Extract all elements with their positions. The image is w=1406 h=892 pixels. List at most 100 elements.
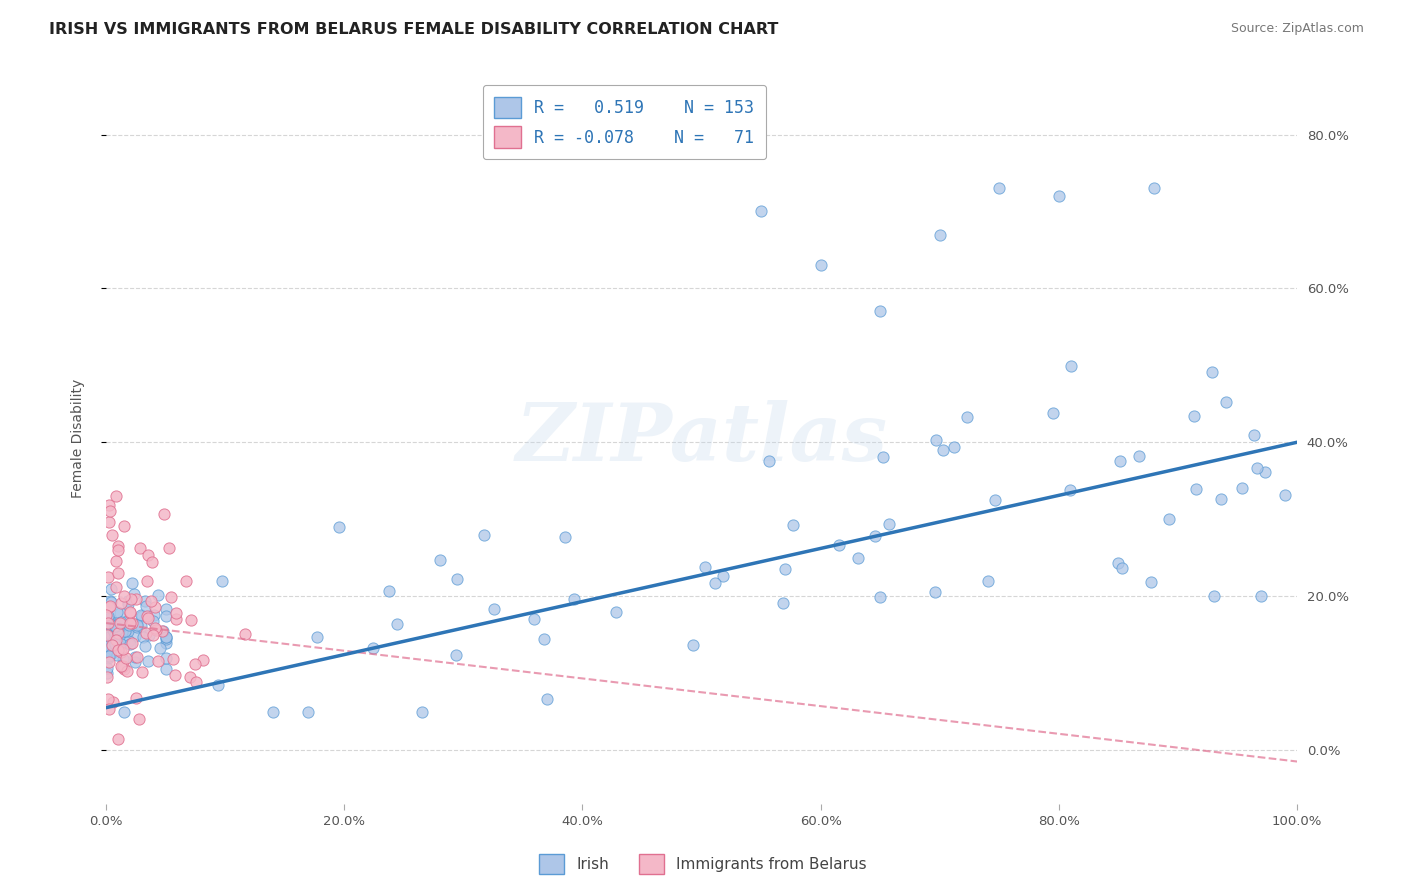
Point	[977, 574, 1000, 588]
Point	[191, 653, 214, 667]
Point	[98, 593, 121, 607]
Point	[165, 667, 187, 681]
Point	[142, 614, 165, 628]
Point	[385, 616, 408, 631]
Point	[98, 614, 121, 628]
Point	[1128, 449, 1150, 463]
Point	[100, 646, 122, 660]
Point	[118, 618, 141, 632]
Point	[1108, 454, 1130, 468]
Point	[100, 648, 122, 662]
Point	[1232, 481, 1254, 495]
Point	[150, 624, 173, 638]
Point	[121, 576, 143, 591]
Point	[846, 551, 869, 566]
Point	[105, 623, 128, 637]
Point	[104, 619, 127, 633]
Point	[262, 705, 284, 719]
Point	[1042, 406, 1064, 420]
Point	[103, 622, 125, 636]
Point	[96, 618, 118, 632]
Point	[1215, 394, 1237, 409]
Point	[1201, 365, 1223, 379]
Point	[758, 453, 780, 467]
Point	[107, 626, 129, 640]
Point	[98, 641, 121, 656]
Point	[105, 554, 128, 568]
Point	[110, 595, 132, 609]
Point	[124, 655, 146, 669]
Point	[146, 588, 169, 602]
Point	[101, 527, 124, 541]
Point	[1107, 556, 1129, 570]
Point	[131, 630, 153, 644]
Point	[104, 634, 127, 648]
Point	[96, 670, 118, 684]
Point	[1157, 512, 1180, 526]
Point	[136, 548, 159, 562]
Y-axis label: Female Disability: Female Disability	[72, 379, 86, 498]
Point	[328, 520, 350, 534]
Point	[118, 606, 141, 620]
Point	[96, 607, 118, 622]
Point	[114, 624, 136, 639]
Point	[111, 659, 134, 673]
Point	[97, 651, 120, 665]
Point	[152, 624, 174, 639]
Point	[179, 670, 201, 684]
Point	[103, 633, 125, 648]
Point	[446, 572, 468, 586]
Point	[928, 227, 950, 242]
Point	[1209, 491, 1232, 506]
Point	[165, 606, 187, 620]
Point	[153, 507, 176, 521]
Point	[117, 624, 139, 638]
Point	[1059, 483, 1081, 497]
Point	[943, 440, 966, 454]
Point	[136, 611, 159, 625]
Point	[107, 543, 129, 558]
Point	[472, 527, 495, 541]
Point	[429, 552, 451, 566]
Text: ZIPatlas: ZIPatlas	[516, 400, 887, 477]
Point	[1060, 359, 1083, 374]
Point	[105, 648, 128, 662]
Point	[121, 615, 143, 630]
Point	[155, 630, 177, 644]
Point	[361, 640, 384, 655]
Point	[96, 627, 118, 641]
Point	[155, 601, 177, 615]
Point	[98, 499, 121, 513]
Point	[112, 589, 135, 603]
Point	[810, 258, 832, 272]
Point	[155, 662, 177, 676]
Point	[96, 619, 118, 633]
Point	[773, 562, 796, 576]
Point	[97, 608, 120, 623]
Point	[134, 639, 156, 653]
Point	[104, 580, 127, 594]
Point	[693, 560, 716, 574]
Point	[207, 678, 229, 692]
Point	[100, 632, 122, 646]
Point	[305, 630, 328, 644]
Point	[772, 596, 794, 610]
Point	[827, 539, 849, 553]
Point	[104, 489, 127, 503]
Point	[96, 660, 118, 674]
Point	[174, 574, 197, 588]
Point	[713, 568, 735, 582]
Point	[869, 591, 891, 605]
Point	[135, 599, 157, 613]
Point	[107, 622, 129, 636]
Point	[97, 615, 120, 630]
Point	[782, 518, 804, 533]
Point	[124, 649, 146, 664]
Legend: R =   0.519    N = 153, R = -0.078    N =   71: R = 0.519 N = 153, R = -0.078 N = 71	[482, 85, 766, 160]
Point	[107, 731, 129, 746]
Point	[1243, 427, 1265, 442]
Point	[1047, 189, 1070, 203]
Point	[100, 595, 122, 609]
Point	[105, 616, 128, 631]
Point	[112, 652, 135, 666]
